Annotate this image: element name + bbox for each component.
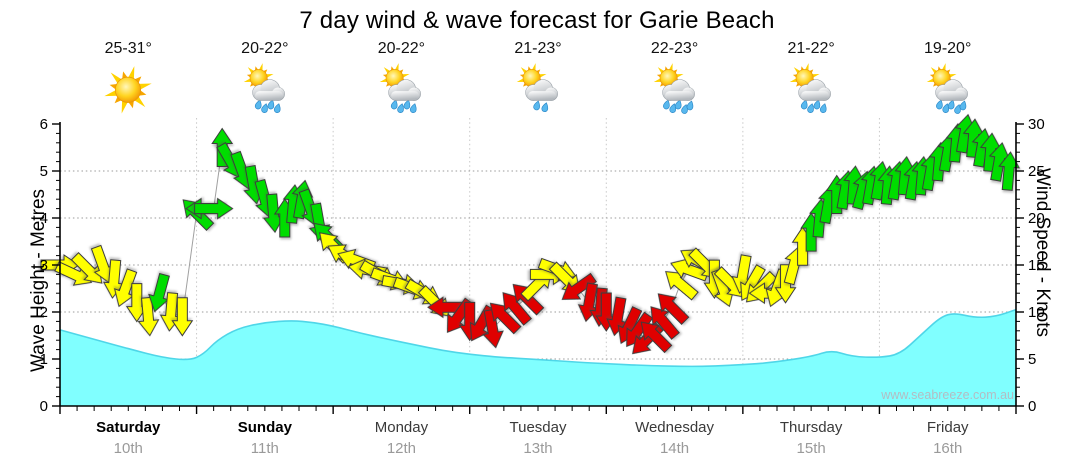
day-label-tuesday: Tuesday 13th xyxy=(470,419,606,457)
day-label-thursday: Thursday 15th xyxy=(743,419,879,457)
wind-arrow xyxy=(548,261,581,294)
weather-icon-showers-4 xyxy=(243,63,285,113)
wave-edge-line xyxy=(59,308,1017,368)
day-date: 14th xyxy=(659,440,690,457)
day-date: 15th xyxy=(796,440,826,457)
left-tick-label: 3 xyxy=(40,257,48,274)
day-column-thursday: 21-22° xyxy=(743,40,879,122)
weather-icon-showers-2 xyxy=(516,63,558,113)
right-tick-label: 10 xyxy=(1028,304,1045,321)
day-date: 11th xyxy=(250,440,279,457)
day-column-wednesday: 22-23° xyxy=(607,40,743,122)
left-tick-label: 5 xyxy=(40,163,48,180)
wind-arrow xyxy=(650,306,680,340)
right-axis-label: Wind Speed - Knots xyxy=(1032,168,1053,337)
day-column-tuesday: 21-23° xyxy=(470,40,606,122)
day-column-friday: 19-20° xyxy=(880,40,1016,122)
wind-arrow xyxy=(171,297,194,337)
day-name: Saturday xyxy=(96,419,161,436)
wind-arrow xyxy=(194,197,234,220)
wave-area xyxy=(60,309,1016,406)
day-name: Sunday xyxy=(237,419,292,436)
left-tick-label: 6 xyxy=(40,116,48,133)
left-tick-label: 2 xyxy=(40,304,48,321)
weather-icon-sunny xyxy=(104,66,152,114)
day-date: 13th xyxy=(523,440,553,457)
day-label-sunday: Sunday 11th xyxy=(197,419,333,457)
day-date: 10th xyxy=(113,440,143,457)
wind-arrow xyxy=(482,308,504,349)
left-axis-label: Wave Height - Metres xyxy=(28,188,49,372)
day-column-sunday: 20-22° xyxy=(197,40,333,122)
day-name: Thursday xyxy=(779,419,843,436)
temperature-range: 19-20° xyxy=(924,40,972,57)
weather-icon-showers-5 xyxy=(653,63,695,114)
axis-ticks-and-labels: 0 1 2 3 4 5 6 0 5 10 15 20 25 30 xyxy=(40,116,1045,415)
right-tick-label: 25 xyxy=(1028,163,1045,180)
temperature-range: 25-31° xyxy=(104,40,152,57)
temperature-range: 20-22° xyxy=(241,40,289,57)
weather-icon-showers-4 xyxy=(380,63,422,113)
temperature-range: 21-22° xyxy=(787,40,835,57)
right-tick-label: 0 xyxy=(1028,398,1036,415)
day-label-wednesday: Wednesday 14th xyxy=(607,419,743,457)
watermark: www.seabreeze.com.au xyxy=(881,388,1014,402)
wave-height-area xyxy=(59,308,1017,406)
day-label-friday: Friday 16th xyxy=(880,419,1016,457)
right-tick-label: 20 xyxy=(1028,210,1045,227)
left-tick-label: 4 xyxy=(40,210,48,227)
left-tick-label: 0 xyxy=(40,398,48,415)
wind-arrow xyxy=(561,272,597,300)
temperature-range: 20-22° xyxy=(377,40,426,57)
day-name: Monday xyxy=(374,419,429,436)
right-tick-label: 5 xyxy=(1028,351,1036,368)
day-column-monday: 20-22° xyxy=(333,40,469,122)
weather-icon-showers-5 xyxy=(926,63,968,114)
wind-arrow xyxy=(137,296,160,337)
weather-icon-showers-4 xyxy=(789,63,832,113)
temperature-range: 22-23° xyxy=(650,40,699,57)
left-tick-label: 1 xyxy=(40,351,48,368)
wind-arrow xyxy=(998,151,1021,191)
wind-arrow xyxy=(640,321,673,354)
day-name: Wednesday xyxy=(635,419,715,436)
day-column-saturday: 25-31° xyxy=(60,40,196,122)
day-label-monday: Monday 12th xyxy=(333,419,469,457)
temperature-range: 21-23° xyxy=(514,40,562,57)
day-label-saturday: Saturday 10th xyxy=(60,419,196,457)
chart-title: 7 day wind & wave forecast for Garie Bea… xyxy=(299,7,775,34)
day-date: 16th xyxy=(933,440,963,457)
day-name: Tuesday xyxy=(509,419,567,436)
right-tick-label: 30 xyxy=(1028,116,1045,133)
right-tick-label: 15 xyxy=(1028,257,1045,274)
day-date: 12th xyxy=(386,440,417,457)
day-name: Friday xyxy=(926,419,969,436)
wind-arrows xyxy=(40,113,1021,355)
wind-arrow xyxy=(657,293,690,325)
